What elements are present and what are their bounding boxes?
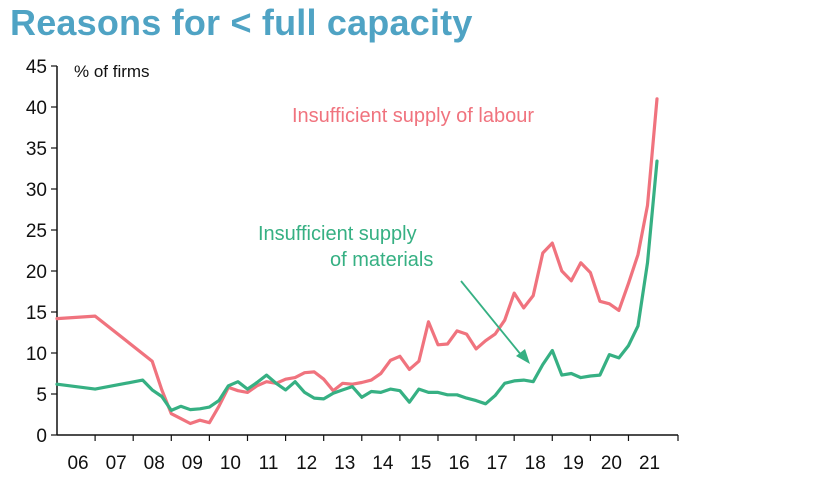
- y-tick-label: 20: [26, 262, 47, 283]
- materials-series-line: [55, 159, 659, 412]
- y-tick-label: 30: [26, 180, 47, 201]
- y-tick-label: 10: [26, 344, 47, 365]
- x-tick-label: 20: [601, 453, 622, 474]
- x-tick-label: 21: [639, 453, 660, 474]
- x-tick-label: 15: [410, 453, 431, 474]
- y-tick-label: 40: [26, 98, 47, 119]
- materials-series-label-line2: of materials: [330, 249, 433, 271]
- x-tick-label: 18: [525, 453, 546, 474]
- y-axis-unit-label: % of firms: [74, 62, 150, 81]
- y-tick-label: 35: [26, 139, 47, 160]
- x-tick-label: 13: [334, 453, 355, 474]
- annotation-arrow: [460, 280, 530, 364]
- x-tick-label: 12: [296, 453, 317, 474]
- y-tick-label: 45: [26, 57, 47, 78]
- y-tick-label: 25: [26, 221, 47, 242]
- axes: 0 5 10 15 20 25 30 35 40 45 06 07 08 09 10 11 12 13 14 15 16…: [26, 57, 679, 474]
- x-tick-label: 06: [67, 453, 88, 474]
- x-tick-label: 10: [220, 453, 241, 474]
- x-tick-label: 08: [144, 453, 165, 474]
- y-tick-label: 15: [26, 303, 47, 324]
- series-layer: [55, 97, 659, 426]
- y-tick-label: 0: [36, 426, 47, 447]
- x-tick-label: 17: [487, 453, 508, 474]
- y-tick-label: 5: [36, 385, 47, 406]
- x-tick-label: 09: [182, 453, 203, 474]
- annotation-arrow-head: [516, 349, 530, 364]
- labour-series-line: [55, 97, 659, 426]
- x-tick-label: 14: [372, 453, 394, 474]
- labour-series-label: Insufficient supply of labour: [292, 105, 534, 127]
- chart-title: Reasons for < full capacity: [10, 2, 473, 43]
- x-tick-label: 11: [259, 453, 279, 474]
- x-tick-label: 19: [563, 453, 584, 474]
- x-tick-label: 16: [448, 453, 469, 474]
- x-tick-label: 07: [106, 453, 127, 474]
- annotation-arrow-shaft: [460, 280, 523, 357]
- materials-series-label-line1: Insufficient supply: [258, 223, 417, 245]
